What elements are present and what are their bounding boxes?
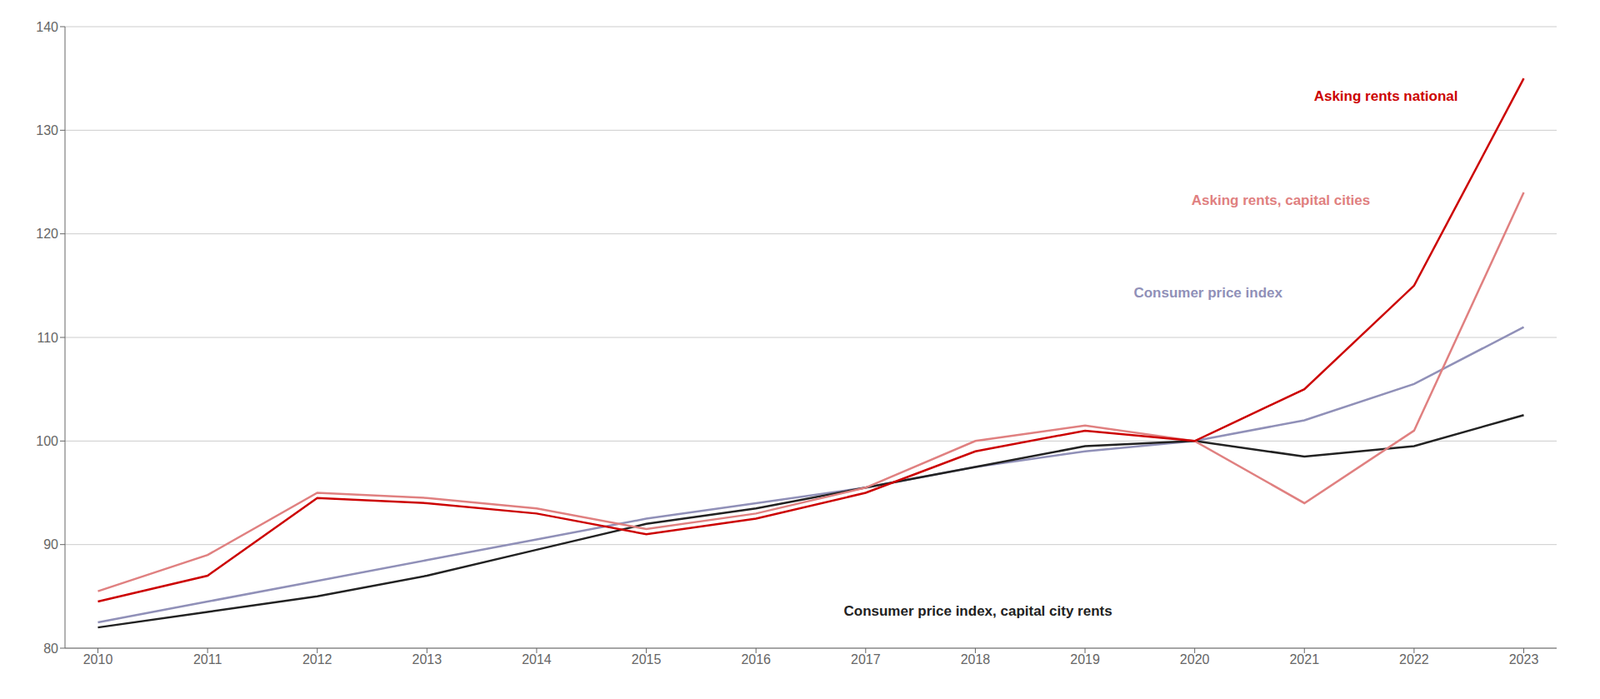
- svg-text:2015: 2015: [631, 652, 662, 667]
- svg-text:2014: 2014: [521, 652, 552, 667]
- svg-text:90: 90: [43, 537, 59, 552]
- svg-text:100: 100: [35, 434, 59, 449]
- svg-text:2016: 2016: [740, 652, 771, 667]
- svg-text:Asking rents, capital cities: Asking rents, capital cities: [1191, 192, 1370, 209]
- svg-text:2017: 2017: [850, 652, 881, 667]
- svg-text:120: 120: [35, 226, 59, 241]
- svg-text:2018: 2018: [960, 652, 991, 667]
- svg-text:2020: 2020: [1180, 652, 1210, 667]
- svg-text:130: 130: [35, 123, 59, 138]
- svg-text:Consumer price index, capital: Consumer price index, capital city rents: [843, 603, 1112, 620]
- svg-text:Consumer price index: Consumer price index: [1133, 285, 1283, 301]
- svg-text:2022: 2022: [1399, 652, 1430, 667]
- svg-text:2013: 2013: [412, 652, 443, 667]
- svg-text:2011: 2011: [193, 652, 223, 667]
- svg-text:80: 80: [43, 641, 59, 656]
- svg-text:Asking rents national: Asking rents national: [1314, 88, 1459, 105]
- svg-text:2012: 2012: [302, 652, 333, 667]
- svg-text:2010: 2010: [83, 652, 114, 667]
- svg-text:2021: 2021: [1289, 652, 1320, 667]
- svg-text:2023: 2023: [1509, 652, 1540, 667]
- svg-text:110: 110: [36, 330, 59, 345]
- svg-text:2019: 2019: [1070, 652, 1100, 667]
- svg-text:140: 140: [35, 20, 59, 35]
